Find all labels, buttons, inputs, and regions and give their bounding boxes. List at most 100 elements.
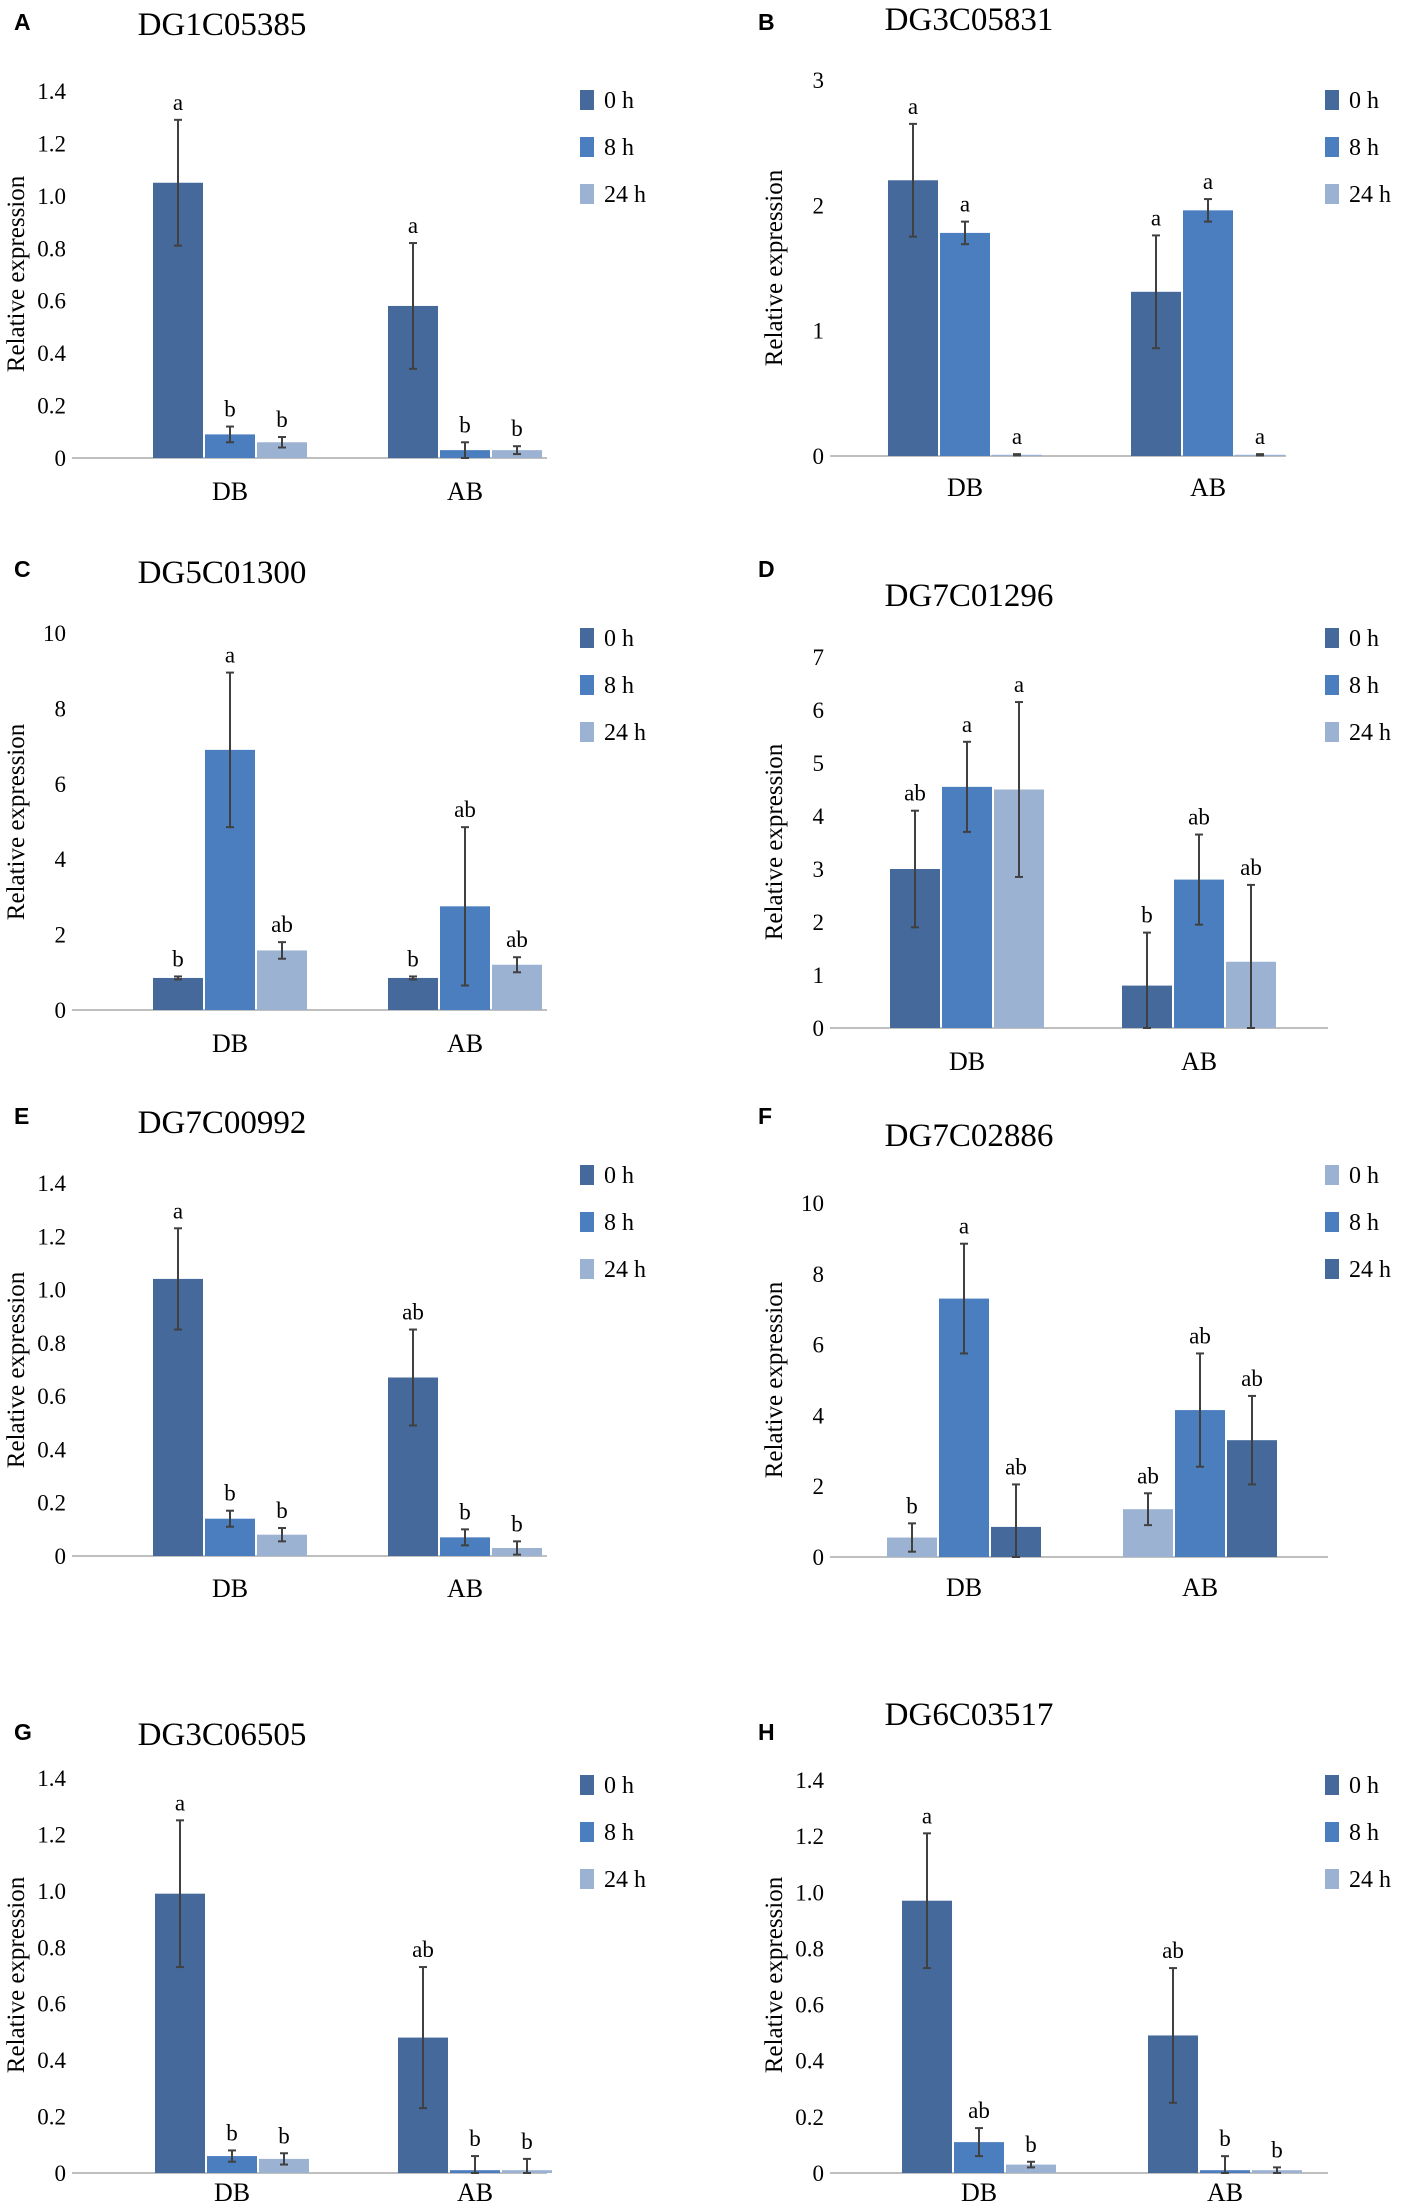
- category-label: AB: [447, 1029, 483, 1058]
- legend-label: 0 h: [604, 626, 634, 652]
- chart-panel-a: A DG1C05385 Relative expression 0 0.2 0.4 0.6 0…: [3, 7, 646, 506]
- y-tick-label: 0: [55, 1544, 67, 1569]
- category-label: DB: [212, 1029, 248, 1058]
- legend: 0 h 8 h 24 h: [1325, 1773, 1391, 1893]
- legend: 0 h 8 h 24 h: [580, 1773, 646, 1893]
- y-tick-label: 0.6: [37, 1992, 66, 2017]
- y-tick-label: 0: [813, 444, 825, 469]
- significance-label: a: [922, 1803, 932, 1828]
- y-axis-label: Relative expression: [3, 1876, 30, 2073]
- panel-letter: C: [14, 556, 31, 582]
- y-tick-label: 0.2: [37, 2105, 66, 2130]
- panel-letter: B: [758, 9, 775, 35]
- legend-swatch: [1325, 675, 1339, 695]
- y-axis-label: Relative expression: [761, 1281, 788, 1478]
- significance-label: b: [521, 2129, 533, 2154]
- significance-label: b: [511, 416, 523, 441]
- legend-swatch: [580, 90, 594, 110]
- y-tick-label: 0: [813, 2161, 825, 2186]
- y-tick-label: 1.4: [37, 1171, 66, 1196]
- category-label: DB: [946, 1573, 982, 1602]
- chart-title: DG7C02886: [885, 1118, 1054, 1154]
- legend-swatch: [580, 1775, 594, 1795]
- legend-label: 24 h: [1349, 1257, 1391, 1283]
- category-label: AB: [1181, 1047, 1217, 1076]
- panel-letter: D: [758, 556, 775, 582]
- legend-label: 24 h: [604, 720, 646, 746]
- significance-label: a: [1151, 205, 1161, 230]
- category-label: AB: [447, 477, 483, 506]
- y-tick-label: 1: [813, 963, 825, 988]
- significance-label: b: [469, 2126, 481, 2151]
- bar-db-8h: [207, 2156, 257, 2173]
- significance-label: ab: [1005, 1454, 1027, 1479]
- significance-label: b: [1141, 903, 1153, 928]
- legend-swatch: [580, 1822, 594, 1842]
- legend-label: 8 h: [604, 673, 634, 699]
- panel-letter: G: [14, 1719, 32, 1745]
- significance-label: ab: [968, 2098, 990, 2123]
- y-axis-label: Relative expression: [3, 175, 30, 372]
- significance-label: a: [962, 712, 972, 737]
- y-tick-label: 0.2: [795, 2105, 824, 2130]
- legend-label: 24 h: [1349, 1867, 1391, 1893]
- significance-label: b: [224, 397, 236, 422]
- y-tick-label: 1.2: [795, 1824, 824, 1849]
- y-tick-label: 0: [55, 998, 67, 1023]
- chart-title: DG5C01300: [138, 555, 307, 591]
- y-tick-label: 0: [813, 1545, 825, 1570]
- category-label: AB: [457, 2178, 493, 2201]
- y-tick-label: 0.4: [795, 2049, 824, 2074]
- chart-panel-e: E DG7C00992 Relative expression 0 0.2 0.4 0.6 0…: [3, 1103, 646, 1603]
- significance-label: a: [1255, 424, 1265, 449]
- chart-panel-g: G DG3C06505 Relative expression 0 0.2 0.4 0.6 0…: [3, 1717, 646, 2201]
- legend-swatch: [1325, 137, 1339, 157]
- y-tick-label: 0.6: [37, 289, 66, 314]
- significance-label: ab: [1137, 1463, 1159, 1488]
- legend-swatch: [580, 722, 594, 742]
- y-tick-label: 7: [813, 645, 825, 670]
- y-tick-label: 8: [55, 696, 67, 721]
- legend: 0 h 8 h 24 h: [580, 88, 646, 208]
- bar-db-24h: [1006, 2164, 1056, 2173]
- category-label: AB: [1182, 1573, 1218, 1602]
- y-tick-label: 1.0: [37, 184, 66, 209]
- category-label: AB: [1190, 473, 1226, 502]
- y-tick-label: 1.0: [795, 1880, 824, 1905]
- significance-label: b: [224, 1481, 236, 1506]
- significance-label: b: [1025, 2132, 1037, 2157]
- panel-letter: E: [14, 1103, 29, 1129]
- panel-letter: A: [14, 9, 31, 35]
- legend-label: 0 h: [604, 1773, 634, 1799]
- bar-db-8h: [940, 232, 990, 456]
- y-axis-label: Relative expression: [761, 743, 788, 940]
- y-tick-label: 1.4: [795, 1768, 824, 1793]
- legend-swatch: [580, 184, 594, 204]
- y-tick-label: 3: [813, 857, 825, 882]
- category-label: DB: [212, 477, 248, 506]
- chart-panel-h: H DG6C03517 Relative expression 0 0.2 0.4 0.6 0…: [758, 1697, 1391, 2201]
- significance-label: a: [175, 1790, 185, 1815]
- bar-db-24h: [257, 442, 307, 458]
- y-tick-label: 0.4: [37, 341, 66, 366]
- y-tick-label: 2: [55, 923, 67, 948]
- category-label: DB: [214, 2178, 250, 2201]
- legend-swatch: [580, 1869, 594, 1889]
- significance-label: a: [173, 90, 183, 115]
- legend: 0 h 8 h 24 h: [1325, 626, 1391, 746]
- y-tick-label: 1.4: [37, 79, 66, 104]
- panel-letter: H: [758, 1719, 775, 1745]
- y-tick-label: 0.4: [37, 2048, 66, 2073]
- y-tick-label: 4: [813, 1403, 825, 1428]
- legend-label: 24 h: [604, 1867, 646, 1893]
- y-tick-label: 0.6: [37, 1384, 66, 1409]
- panel-letter: F: [758, 1103, 772, 1129]
- significance-label: b: [407, 946, 419, 971]
- y-tick-label: 1.2: [37, 1822, 66, 1847]
- y-tick-label: 6: [813, 698, 825, 723]
- significance-label: a: [225, 643, 235, 668]
- significance-label: b: [226, 2120, 238, 2145]
- legend-swatch: [1325, 1775, 1339, 1795]
- legend-label: 8 h: [1349, 673, 1379, 699]
